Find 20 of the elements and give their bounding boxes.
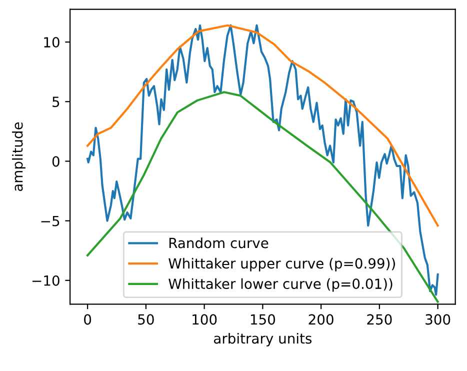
legend-label: Random curve bbox=[169, 238, 268, 248]
y-tick-label: −10 bbox=[32, 275, 60, 286]
legend-label: Whittaker upper curve (p=0.99)) bbox=[168, 258, 395, 272]
legend-label: Whittaker lower curve (p=0.01)) bbox=[168, 278, 392, 292]
line-series bbox=[86, 24, 439, 227]
x-tick-label: 50 bbox=[138, 314, 154, 325]
y-tick-label: 5 bbox=[52, 96, 60, 108]
y-tick-label: 0 bbox=[52, 156, 60, 167]
y-tick-label: −5 bbox=[41, 216, 60, 226]
x-tick-label: 200 bbox=[308, 314, 334, 325]
x-tick-label: 100 bbox=[192, 314, 217, 325]
line-series bbox=[86, 24, 439, 296]
x-tick-label: 250 bbox=[367, 314, 392, 325]
line-series bbox=[86, 91, 439, 303]
x-axis-title: arbitrary units bbox=[214, 332, 312, 346]
x-tick-label: 150 bbox=[250, 314, 276, 325]
x-tick-label: 0 bbox=[84, 314, 92, 325]
y-tick-label: 10 bbox=[44, 37, 60, 48]
x-tick-label: 300 bbox=[426, 314, 450, 325]
y-axis-title: amplitude bbox=[12, 122, 26, 192]
